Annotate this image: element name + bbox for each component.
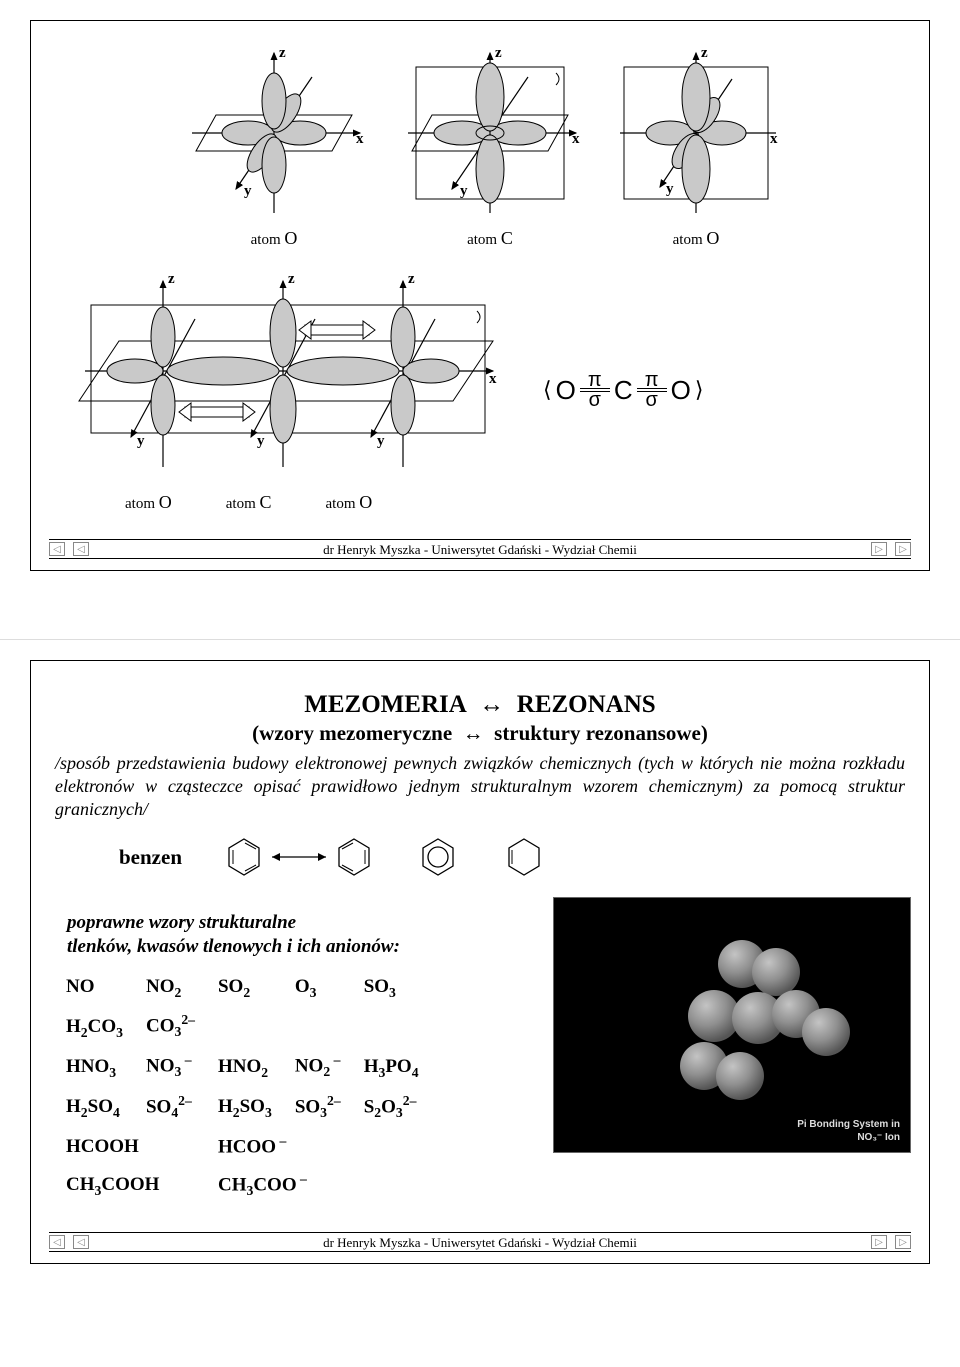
benzene-label: benzen — [119, 845, 182, 870]
sigma-symbol: σ — [589, 393, 601, 407]
orbital-o-right: z x y atom O — [606, 43, 786, 249]
benzene-plain-icon — [502, 835, 546, 879]
slide-subtitle: (wzory mezomeryczne ↔ struktury rezonans… — [49, 721, 911, 746]
slide-2: MEZOMERIA ↔ REZONANS (wzory mezomeryczne… — [30, 660, 930, 1264]
pi-bonding-image: Pi Bonding System in NO₃⁻ Ion — [553, 897, 911, 1153]
svg-text:y: y — [377, 433, 385, 449]
orbital-label-prefix: atom — [326, 496, 360, 512]
nav-last-icon[interactable]: ▷ — [895, 1235, 911, 1249]
formula-cell: H3PO4 — [363, 1047, 439, 1085]
svg-text:y: y — [666, 181, 674, 197]
svg-text:y: y — [137, 433, 145, 449]
benzene-kekule-icon — [224, 835, 374, 879]
orbital-label-atom: O — [159, 492, 172, 512]
svg-text:z: z — [495, 45, 502, 61]
pi-symbol: π — [645, 373, 659, 387]
orbital-label-atom: C — [501, 228, 513, 248]
orbital-label-prefix: atom — [673, 232, 707, 248]
orbital-o-left: z x y atom O — [174, 43, 374, 249]
pi-symbol: π — [588, 373, 602, 387]
svg-text:y: y — [257, 433, 265, 449]
nav-next-icon[interactable]: ▷ — [871, 542, 887, 556]
nav-first-icon[interactable]: ◁ — [49, 1235, 65, 1249]
orbital-top-row: z x y atom O — [49, 43, 911, 249]
svg-text:z: z — [701, 45, 708, 61]
co2-o-left: O — [556, 375, 576, 406]
formula-cell: NO2 — [145, 969, 215, 1006]
nav-last-icon[interactable]: ▷ — [895, 542, 911, 556]
svg-text:z: z — [288, 271, 295, 287]
footer-text: dr Henryk Myszka - Uniwersytet Gdański -… — [323, 542, 637, 557]
formula-cell: NO2 – — [294, 1047, 361, 1085]
formula-cell: NO3 – — [145, 1047, 215, 1085]
slide-1: z x y atom O — [30, 20, 930, 571]
pi-image-caption: Pi Bonding System in NO₃⁻ Ion — [797, 1118, 900, 1144]
nav-next-icon[interactable]: ▷ — [871, 1235, 887, 1249]
svg-text:x: x — [489, 371, 497, 387]
svg-text:y: y — [244, 183, 252, 199]
formula-cell: CH3COO – — [217, 1166, 439, 1204]
orbital-label-atom: O — [706, 228, 719, 248]
slide-description: /sposób przedstawienia budowy elektronow… — [55, 752, 905, 821]
orbital-c-center: z x y atom C — [390, 43, 590, 249]
orbital-label-prefix: atom — [226, 496, 260, 512]
svg-text:x: x — [770, 131, 778, 147]
co2-c: C — [614, 375, 633, 406]
formula-cell: O3 — [294, 969, 361, 1006]
orbital-label-atom: O — [284, 228, 297, 248]
svg-text:x: x — [356, 131, 364, 147]
slide-footer: ◁ ◁ dr Henryk Myszka - Uniwersytet Gdańs… — [49, 1233, 911, 1251]
nav-first-icon[interactable]: ◁ — [49, 542, 65, 556]
formula-cell: H2SO3 — [217, 1088, 292, 1126]
svg-text:y: y — [460, 183, 468, 199]
orbital-label-atom: C — [260, 492, 272, 512]
benzene-row: benzen — [119, 835, 911, 879]
sigma-symbol: σ — [645, 393, 657, 407]
formula-cell: H2CO3 — [65, 1007, 143, 1045]
formula-cell: S2O32– — [363, 1088, 439, 1126]
formula-cell: CO32– — [145, 1007, 215, 1045]
footer-text: dr Henryk Myszka - Uniwersytet Gdański -… — [323, 1235, 637, 1250]
orbital-label-prefix: atom — [251, 232, 285, 248]
formula-cell: SO3 — [363, 969, 439, 1006]
orbital-label-atom: O — [359, 492, 372, 512]
orbital-bottom-row: z y z y z y — [73, 267, 911, 513]
co2-bond-formula: ⟨ O π σ C π σ O ⟩ — [543, 373, 703, 408]
formula-cell: HNO3 — [65, 1047, 143, 1085]
formula-cell: HNO2 — [217, 1047, 292, 1085]
slide-title: MEZOMERIA ↔ REZONANS — [49, 691, 911, 719]
formula-cell: HCOOH — [65, 1128, 215, 1165]
nav-prev-icon[interactable]: ◁ — [73, 542, 89, 556]
formula-cell: CH3COOH — [65, 1166, 215, 1204]
svg-text:z: z — [279, 45, 286, 61]
benzene-circle-icon — [416, 835, 460, 879]
formula-cell: H2SO4 — [65, 1088, 143, 1126]
formula-cell: HCOO – — [217, 1128, 439, 1165]
co2-o-right: O — [671, 375, 691, 406]
formula-table: NO NO2 SO2 O3 SO3 H2CO3 CO32– HNO3 NO3 – — [63, 967, 441, 1207]
svg-text:z: z — [168, 271, 175, 287]
formula-cell: SO32– — [294, 1088, 361, 1126]
formula-cell: NO — [65, 969, 143, 1006]
orbital-label-prefix: atom — [125, 496, 159, 512]
orbital-label-prefix: atom — [467, 232, 501, 248]
nav-prev-icon[interactable]: ◁ — [73, 1235, 89, 1249]
formulas-heading: poprawne wzory strukturalne tlenków, kwa… — [67, 911, 543, 959]
formula-cell: SO2 — [217, 969, 292, 1006]
svg-text:z: z — [408, 271, 415, 287]
svg-text:x: x — [572, 131, 580, 147]
slide-footer: ◁ ◁ dr Henryk Myszka - Uniwersytet Gdańs… — [49, 540, 911, 558]
formula-cell: SO42– — [145, 1088, 215, 1126]
